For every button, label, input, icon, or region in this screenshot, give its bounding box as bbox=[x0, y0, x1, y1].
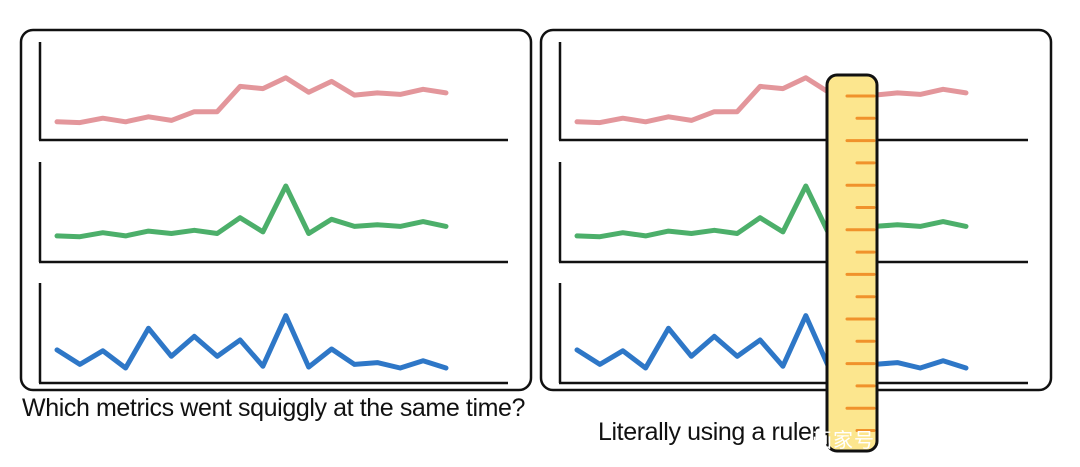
left-panel-caption: Which metrics went squiggly at the same … bbox=[22, 394, 526, 422]
metric-line-blue bbox=[54, 313, 449, 371]
watermark-text: 画家号 bbox=[812, 428, 875, 452]
metric-line-pink bbox=[574, 75, 969, 126]
ruler-icon bbox=[825, 73, 879, 453]
metric-line-green bbox=[54, 183, 449, 240]
right-panel bbox=[539, 28, 1053, 392]
ruler-body bbox=[825, 73, 879, 453]
metric-line-pink bbox=[54, 75, 449, 126]
metric-line-green bbox=[574, 183, 969, 240]
left-panel bbox=[19, 28, 533, 392]
right-panel-caption: Literally using a ruler bbox=[598, 418, 820, 446]
metric-line-blue bbox=[574, 313, 969, 371]
